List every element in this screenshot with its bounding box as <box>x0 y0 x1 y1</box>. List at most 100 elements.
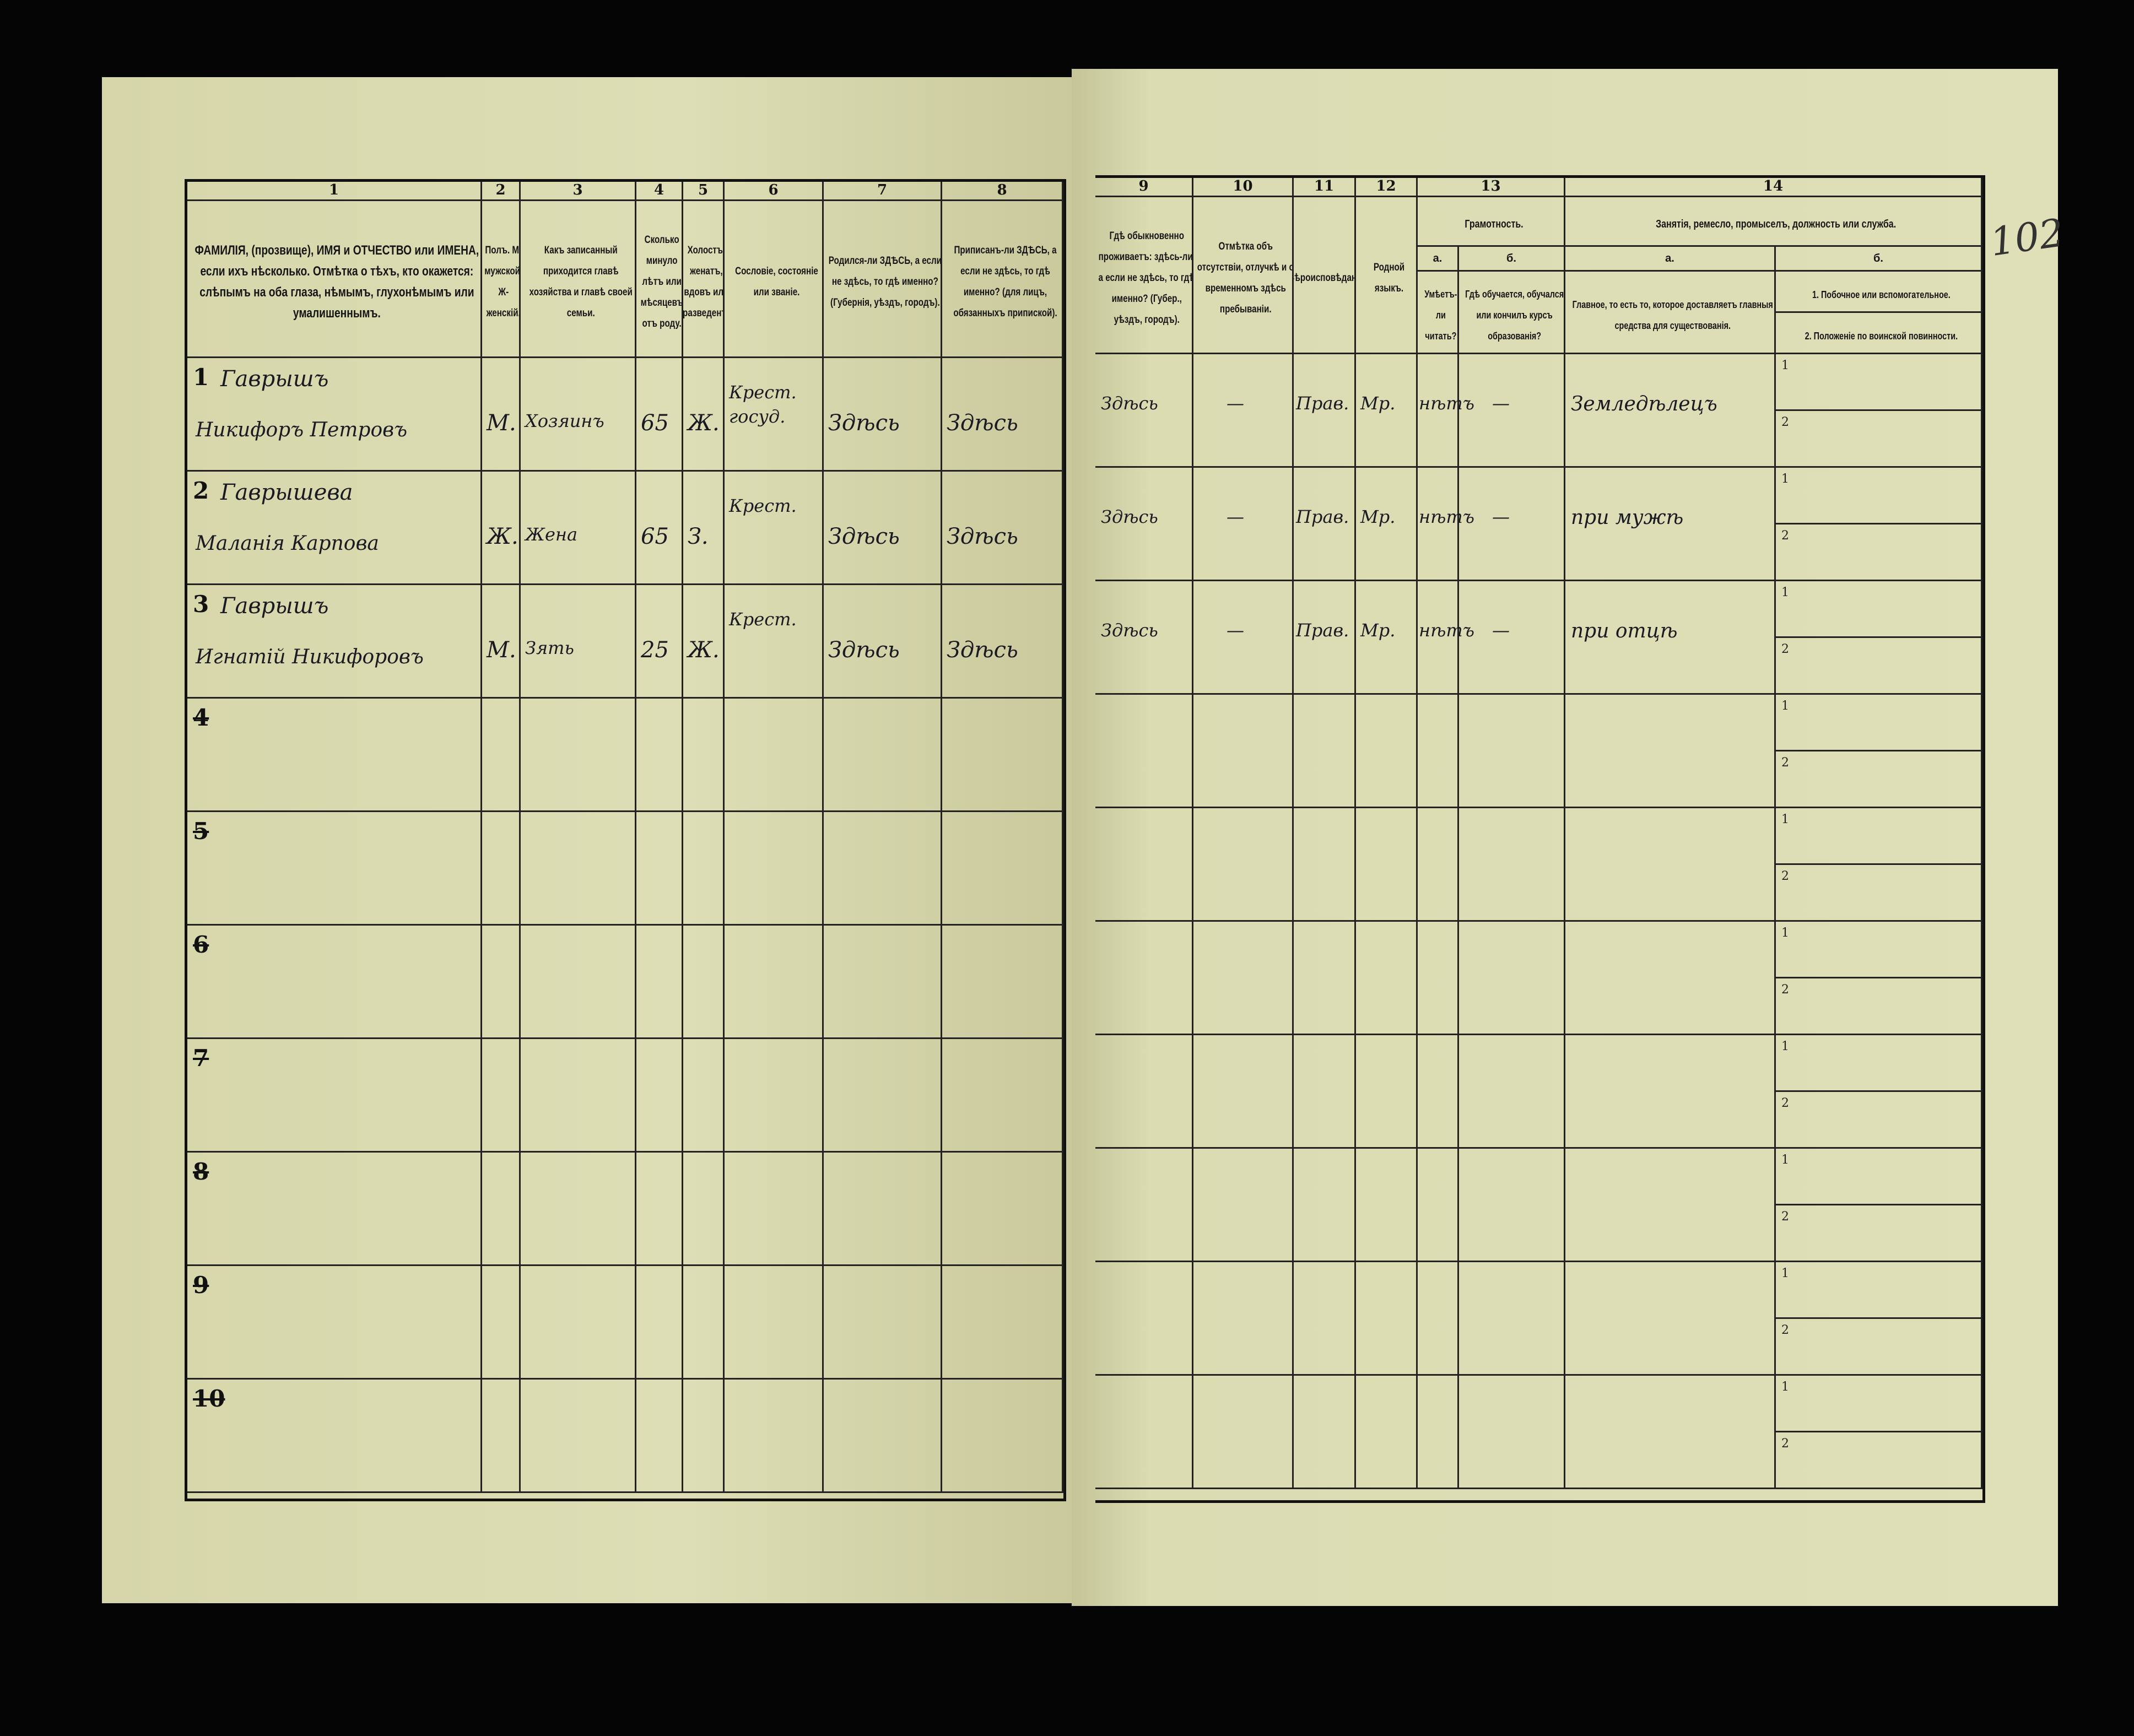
table-cell <box>636 812 683 926</box>
absence: — <box>1227 393 1244 414</box>
table-cell <box>1193 1262 1294 1376</box>
column-header-text: Холостъ, женатъ, вдовъ или разведенъ. <box>683 244 725 319</box>
column-header-text: 1. Побочное или вспомогательное. <box>1812 289 1951 300</box>
table-cell <box>942 358 1063 472</box>
table-cell <box>942 472 1063 585</box>
table-cell <box>1095 1262 1193 1376</box>
table-cell <box>1193 1035 1294 1149</box>
table-cell <box>683 1380 725 1493</box>
table-cell <box>1193 695 1294 808</box>
given-name-patronymic: Игнатій Никифоровъ <box>196 646 424 668</box>
table-cell <box>1459 354 1565 468</box>
table-cell <box>683 472 725 585</box>
table-cell <box>1294 1376 1356 1489</box>
table-cell <box>824 1380 942 1493</box>
table-cell <box>942 1266 1063 1380</box>
education: — <box>1492 620 1510 641</box>
table-cell <box>1095 581 1193 695</box>
column-number: 3 <box>521 182 636 201</box>
table-cell <box>482 812 521 926</box>
table-cell <box>1776 978 1982 1035</box>
table-cell <box>1356 354 1418 468</box>
table-cell <box>1356 808 1418 922</box>
surname: Гаврышъ <box>220 366 329 392</box>
table-cell <box>942 1153 1063 1266</box>
table-cell <box>1294 922 1356 1035</box>
table-cell <box>1459 468 1565 581</box>
table-cell <box>1356 1035 1418 1149</box>
table-cell <box>636 926 683 1039</box>
table-cell <box>187 1380 482 1493</box>
column-number: 7 <box>824 182 942 201</box>
subline-number-1: 1 <box>1781 359 1789 372</box>
table-cell <box>1776 808 1982 865</box>
table-cell <box>521 699 636 812</box>
subline-number-2: 2 <box>1781 529 1789 543</box>
column-group-text: Грамотность. <box>1464 218 1523 230</box>
occupation: при отцѣ <box>1571 620 1678 642</box>
subline-number-2: 2 <box>1781 642 1789 656</box>
table-cell <box>187 1266 482 1380</box>
sex: Ж. <box>487 524 518 549</box>
table-cell <box>1459 695 1565 808</box>
table-cell <box>1356 1149 1418 1262</box>
table-cell <box>1418 1035 1459 1149</box>
table-cell <box>1095 1376 1193 1489</box>
table-cell <box>942 699 1063 812</box>
subline-number-1: 1 <box>1781 1153 1789 1167</box>
table-cell <box>824 699 942 812</box>
column-header: 2. Положеніе по воинской повинности. <box>1776 313 1982 354</box>
table-cell <box>521 1380 636 1493</box>
language: Мр. <box>1360 506 1396 527</box>
table-cell <box>1776 638 1982 695</box>
column-number: 1 <box>187 182 482 201</box>
table-cell <box>1565 468 1776 581</box>
absence: — <box>1227 506 1244 527</box>
subline-number-2: 2 <box>1781 983 1789 997</box>
table-cell <box>1565 695 1776 808</box>
occupation: Земледѣлецъ <box>1571 393 1717 415</box>
table-cell <box>482 1266 521 1380</box>
column-header: Родной языкъ. <box>1356 197 1418 354</box>
column-header-text: Вѣроисповѣданіе. <box>1294 272 1354 284</box>
table-cell <box>683 1039 725 1153</box>
row-number: 8 <box>193 1158 209 1185</box>
column-number: 8 <box>942 182 1063 201</box>
registered: Здѣсь <box>947 524 1018 549</box>
table-cell <box>683 1266 725 1380</box>
table-cell <box>1776 1092 1982 1149</box>
column-header: Полъ. М-мужской. Ж-женскій. <box>482 201 521 358</box>
table-cell <box>1459 922 1565 1035</box>
table-cell <box>1565 1149 1776 1262</box>
column-header: Отмѣтка объ отсутствіи, отлучкѣ и о врем… <box>1193 197 1294 354</box>
column-header: Родился-ли ЗДѢСЬ, а если не здѣсь, то гд… <box>824 201 942 358</box>
row-number: 6 <box>193 931 209 958</box>
table-cell <box>1294 808 1356 922</box>
subline-number-1: 1 <box>1781 1380 1789 1394</box>
column-header: Сколько минуло лѣтъ или мѣсяцевъ отъ род… <box>636 201 683 358</box>
column-header: Холостъ, женатъ, вдовъ или разведенъ. <box>683 201 725 358</box>
column-header-text: Умѣетъ-ли читать? <box>1424 289 1457 342</box>
table-cell <box>1776 581 1982 638</box>
subline-number-2: 2 <box>1781 1096 1789 1110</box>
given-name-patronymic: Маланія Карпова <box>196 532 379 555</box>
table-cell <box>942 1380 1063 1493</box>
literate: нѣтъ <box>1419 620 1474 641</box>
table-cell <box>1565 581 1776 695</box>
table-cell <box>1776 695 1982 751</box>
column-number: 6 <box>725 182 824 201</box>
table-cell <box>824 1153 942 1266</box>
relation: Зять <box>525 637 574 658</box>
registered: Здѣсь <box>947 637 1018 663</box>
sub-column-label: а. <box>1418 247 1459 272</box>
subline-number-2: 2 <box>1781 415 1789 429</box>
table-cell <box>187 1039 482 1153</box>
table-cell <box>482 699 521 812</box>
estate: Крест. госуд. <box>729 382 797 427</box>
table-cell <box>1356 922 1418 1035</box>
column-header-text: Полъ. М-мужской. Ж-женскій. <box>484 244 521 319</box>
table-cell <box>636 472 683 585</box>
table-cell <box>1418 468 1459 581</box>
marital: Ж. <box>688 637 720 663</box>
table-cell <box>482 1039 521 1153</box>
